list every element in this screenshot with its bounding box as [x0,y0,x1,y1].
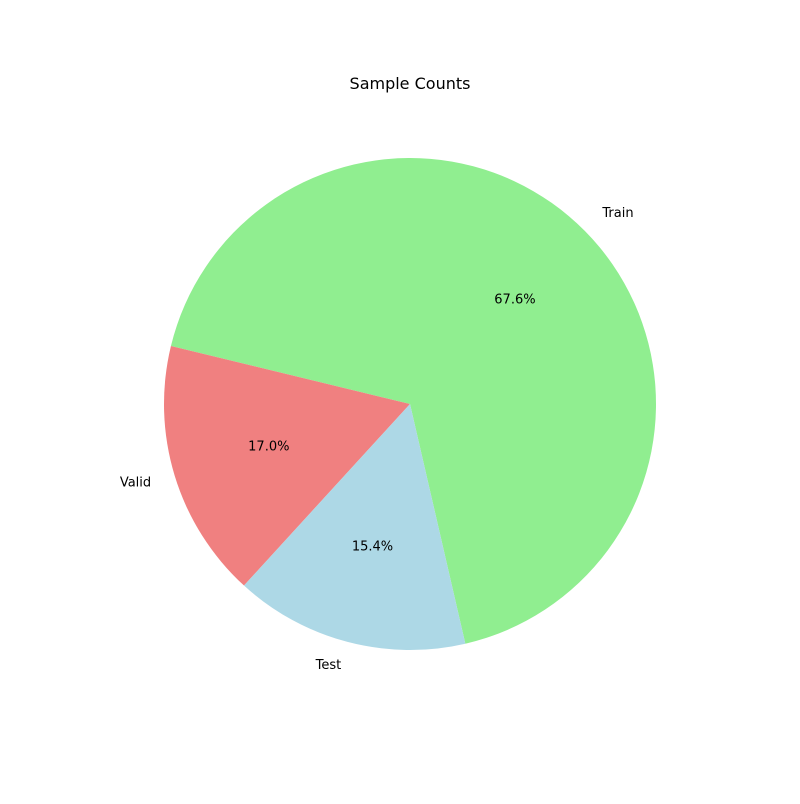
pie-slices [163,157,657,650]
pie-slice-train [170,157,657,644]
percent-label-valid: 17.0% [248,440,289,455]
chart-title: Sample Counts [350,74,471,93]
category-label-test: Test [315,658,342,673]
percent-label-test: 15.4% [352,539,393,554]
category-label-valid: Valid [120,475,151,490]
category-label-train: Train [601,206,633,221]
pie-slice-test [243,404,466,650]
pie-labels: Train 67.6% Valid 17.0% Test 15.4% [120,206,634,673]
pie-slice-valid [163,345,410,586]
percent-label-train: 67.6% [494,293,535,308]
